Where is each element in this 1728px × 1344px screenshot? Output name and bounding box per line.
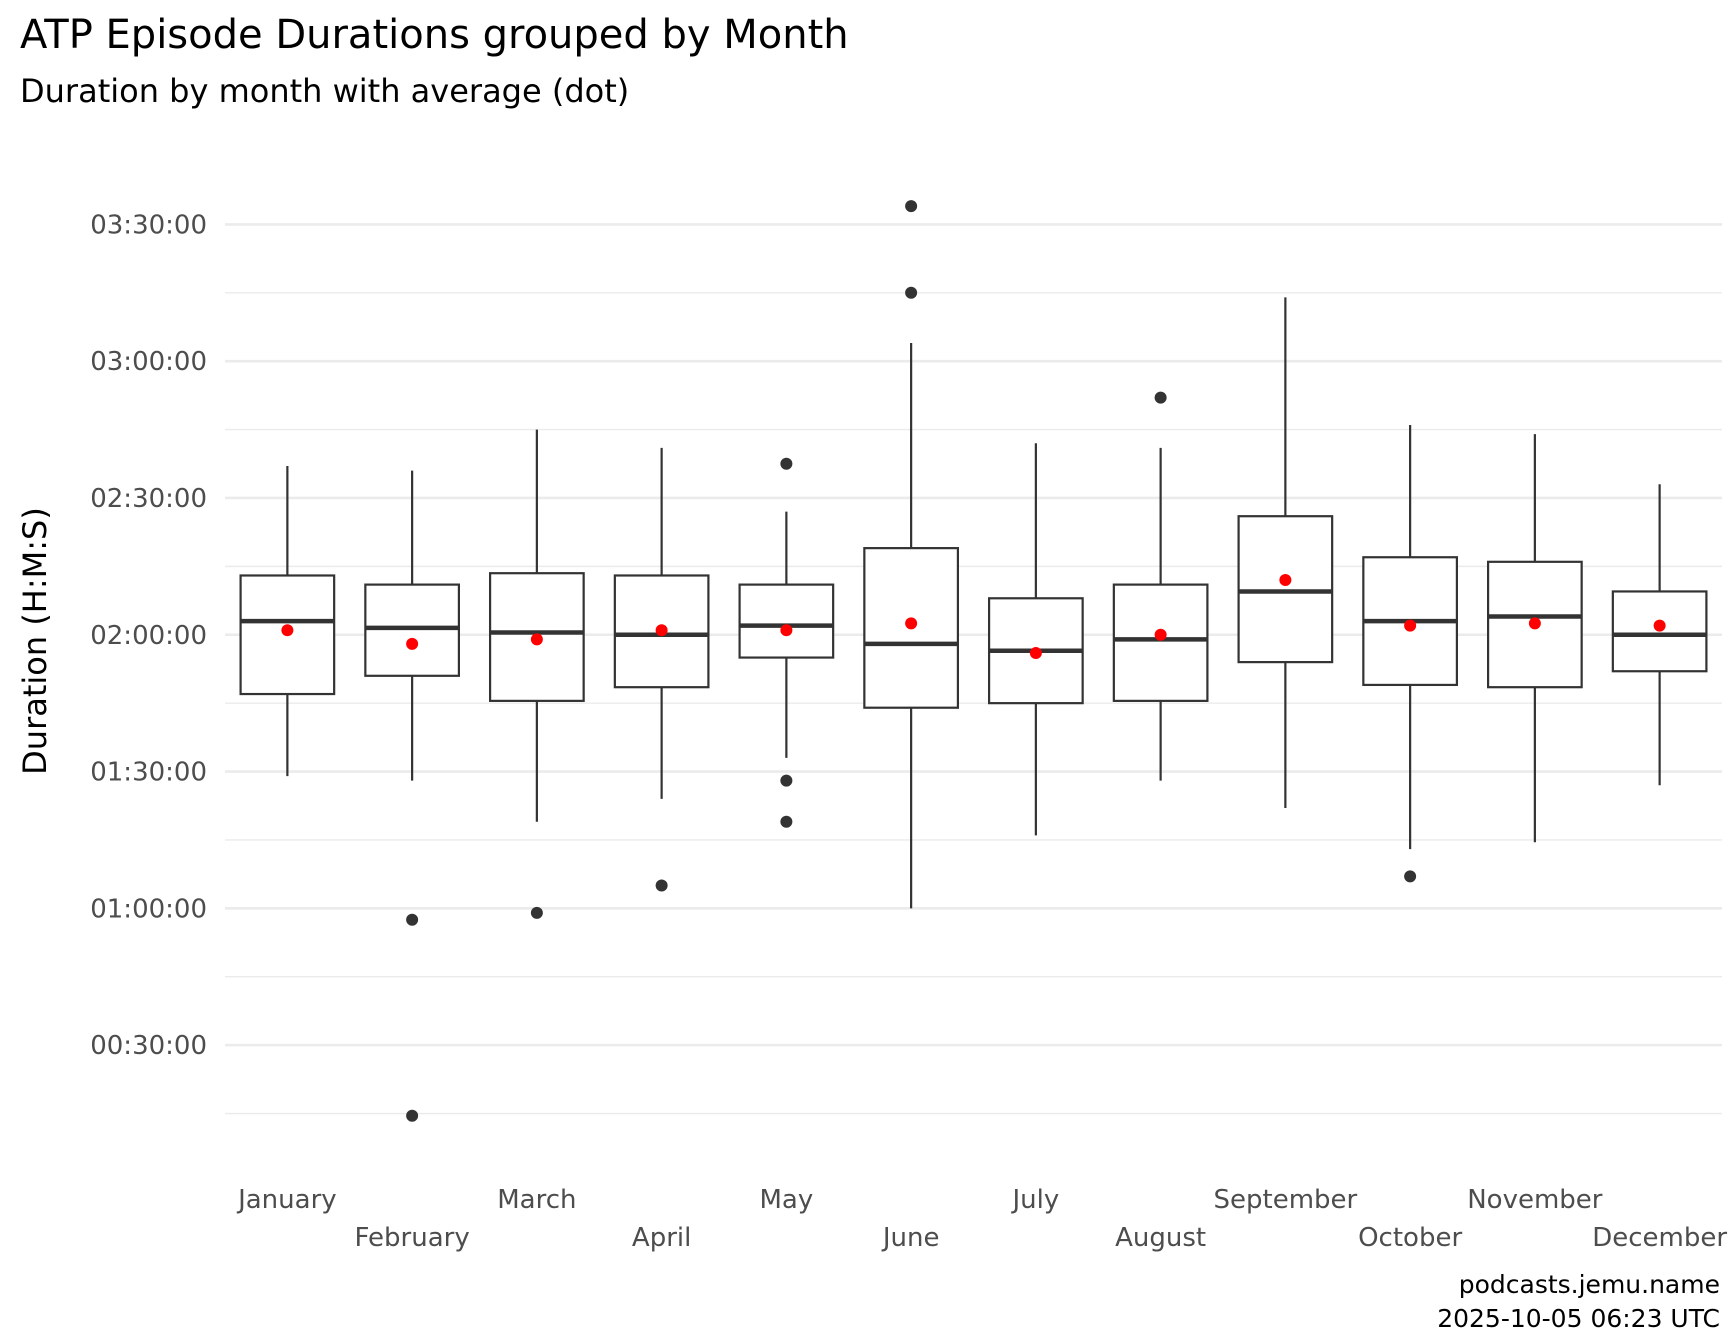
mean-dot [281, 624, 294, 637]
box-march [488, 429, 585, 919]
box-september [1237, 297, 1334, 809]
x-tick-label: May [759, 1185, 813, 1215]
outlier-point [530, 906, 543, 919]
y-axis-ticks: 00:30:00 01:00:00 01:30:00 02:00:00 02:30:00… [90, 210, 207, 1061]
x-tick-label: October [1358, 1223, 1462, 1253]
y-tick-label: 00:30:00 [90, 1031, 207, 1061]
box-series [239, 200, 1708, 1122]
box-may [738, 457, 835, 828]
outlier-point [905, 286, 918, 299]
x-axis-ticks: January February March April May June July Augu… [236, 1185, 1727, 1253]
y-tick-label: 03:30:00 [90, 210, 207, 240]
y-tick-label: 01:00:00 [90, 894, 207, 924]
box-june [863, 200, 960, 909]
x-tick-label: March [497, 1185, 576, 1215]
mean-dot [406, 637, 419, 650]
mean-dot [780, 624, 793, 637]
outlier-point [780, 774, 793, 787]
box-january [239, 466, 336, 777]
y-axis-title: Duration (H:M:S) [16, 507, 54, 775]
iqr-box [364, 583, 461, 677]
x-tick-label: December [1592, 1223, 1727, 1253]
chart-caption: podcasts.jemu.name 2025-10-05 06:23 UTC [1437, 1268, 1720, 1336]
outlier-point [1404, 870, 1417, 883]
box-february [364, 470, 461, 1122]
box-april [613, 447, 710, 892]
mean-dot [1154, 628, 1167, 641]
mean-dot [1653, 619, 1666, 632]
x-tick-label: August [1115, 1223, 1206, 1253]
outlier-point [905, 200, 918, 213]
iqr-box [1112, 583, 1209, 702]
box-october [1362, 425, 1459, 883]
x-tick-label: November [1467, 1185, 1603, 1215]
box-august [1112, 391, 1209, 781]
outlier-point [655, 879, 668, 892]
mean-dot [655, 624, 668, 637]
mean-dot [1528, 617, 1541, 630]
caption-timestamp: 2025-10-05 06:23 UTC [1437, 1304, 1720, 1333]
x-tick-label: April [632, 1223, 691, 1253]
iqr-box [1237, 515, 1334, 664]
y-tick-label: 02:30:00 [90, 484, 207, 514]
mean-dot [1029, 647, 1042, 659]
y-tick-label: 03:00:00 [90, 347, 207, 377]
x-tick-label: June [881, 1223, 940, 1253]
outlier-point [780, 815, 793, 828]
x-tick-label: January [236, 1185, 337, 1215]
outlier-point [406, 1109, 419, 1122]
outlier-point [1154, 391, 1167, 404]
outlier-point [780, 457, 793, 470]
chart-title: ATP Episode Durations grouped by Month [20, 12, 849, 58]
grid-lines [225, 223, 1722, 1115]
y-tick-label: 02:00:00 [90, 621, 207, 651]
iqr-box [738, 583, 835, 659]
x-tick-label: July [1010, 1185, 1059, 1215]
chart-subtitle: Duration by month with average (dot) [20, 72, 630, 110]
mean-dot [1404, 619, 1417, 632]
x-tick-label: February [355, 1223, 470, 1253]
box-december [1611, 484, 1708, 786]
mean-dot [1279, 574, 1292, 587]
x-tick-label: September [1214, 1185, 1358, 1215]
iqr-box [863, 547, 960, 709]
mean-dot [530, 633, 543, 646]
box-november [1486, 434, 1583, 843]
mean-dot [905, 617, 918, 630]
outlier-point [406, 913, 419, 926]
caption-source: podcasts.jemu.name [1458, 1270, 1720, 1299]
y-tick-label: 01:30:00 [90, 758, 207, 788]
box-july [987, 443, 1084, 836]
